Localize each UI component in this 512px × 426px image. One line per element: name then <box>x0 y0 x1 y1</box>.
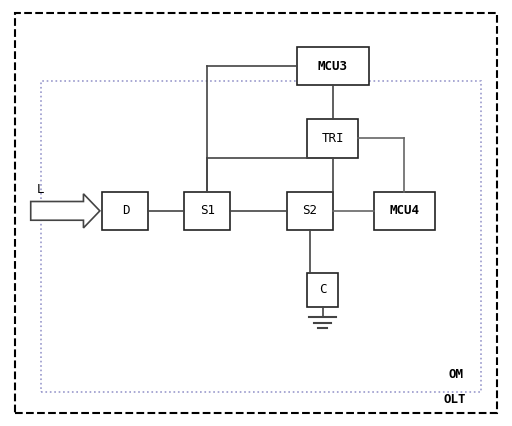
Text: S1: S1 <box>200 204 215 217</box>
Text: OLT: OLT <box>443 392 466 406</box>
Text: TRI: TRI <box>322 132 344 145</box>
FancyBboxPatch shape <box>297 47 369 85</box>
Text: MCU4: MCU4 <box>390 204 419 217</box>
Text: D: D <box>122 204 129 217</box>
FancyBboxPatch shape <box>374 192 435 230</box>
FancyBboxPatch shape <box>287 192 333 230</box>
Text: C: C <box>319 283 326 296</box>
FancyBboxPatch shape <box>184 192 230 230</box>
FancyBboxPatch shape <box>307 273 338 307</box>
FancyBboxPatch shape <box>307 119 358 158</box>
FancyBboxPatch shape <box>102 192 148 230</box>
Text: L: L <box>37 183 45 196</box>
Text: S2: S2 <box>302 204 317 217</box>
Text: OM: OM <box>449 368 463 381</box>
Text: MCU3: MCU3 <box>318 60 348 72</box>
Polygon shape <box>31 194 100 228</box>
